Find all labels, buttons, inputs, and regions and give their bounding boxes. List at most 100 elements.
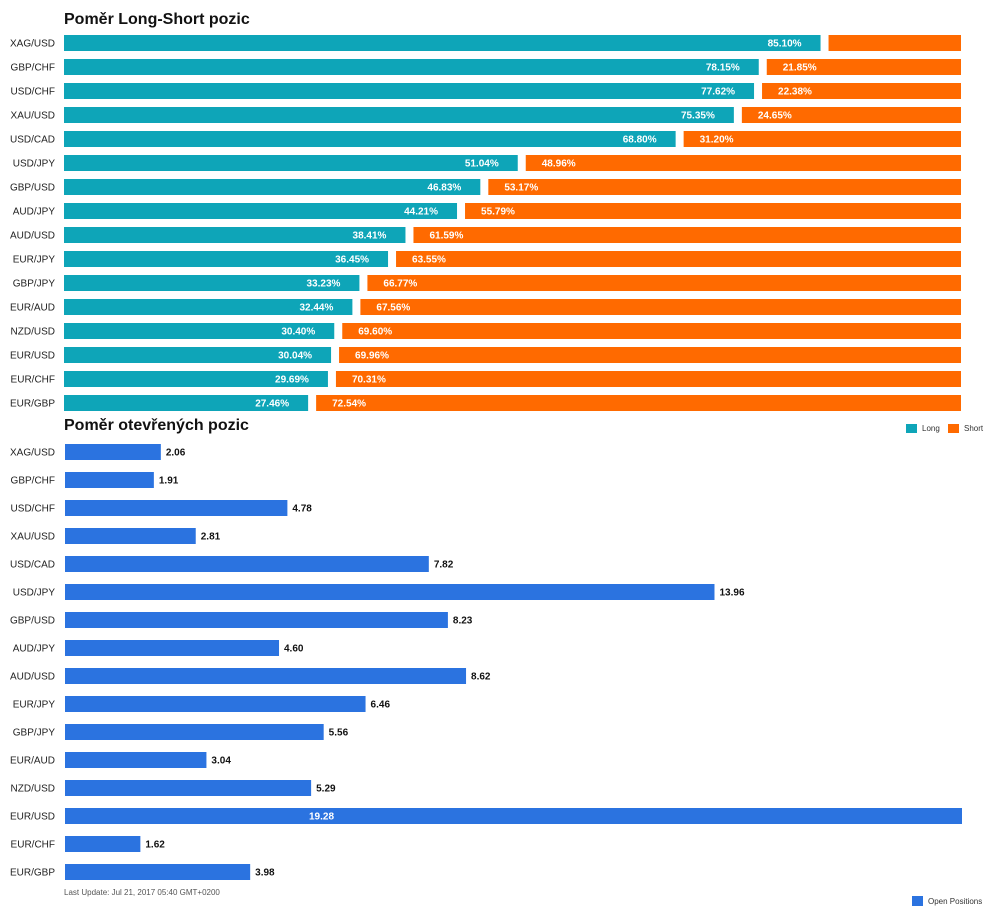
ls-bar-long-eur-jpy [64, 251, 389, 267]
ls-bar-long-eur-chf [64, 371, 328, 387]
ls-bar-short-eur-gbp [316, 395, 961, 411]
op-bar-xag-usd [65, 444, 161, 460]
ls-value-long-eur-jpy: 36.45% [335, 255, 369, 266]
op-value-usd-chf: 4.78 [292, 504, 312, 515]
ls-value-long-xag-usd: 85.10% [768, 39, 802, 50]
op-bar-eur-chf [65, 836, 141, 852]
ls-bar-long-usd-chf [64, 83, 755, 99]
ls-category-label-aud-usd: AUD/USD [10, 231, 55, 242]
op-value-nzd-usd: 5.29 [316, 784, 336, 795]
ls-bar-long-eur-usd [64, 347, 332, 363]
ls-value-short-eur-aud: 67.56% [376, 303, 410, 314]
ls-category-label-eur-jpy: EUR/JPY [13, 255, 56, 266]
ls-value-long-gbp-jpy: 33.23% [306, 279, 340, 290]
ls-category-label-nzd-usd: NZD/USD [11, 327, 55, 338]
ls-bar-short-gbp-usd [488, 179, 961, 195]
op-value-usd-jpy: 13.96 [719, 588, 744, 599]
ls-category-label-gbp-usd: GBP/USD [10, 183, 55, 194]
ls-bar-short-eur-chf [335, 371, 961, 387]
ls-bar-short-gbp-jpy [367, 275, 962, 291]
ls-category-label-gbp-chf: GBP/CHF [11, 63, 55, 74]
op-value-gbp-usd: 8.23 [453, 616, 473, 627]
op-value-eur-gbp: 3.98 [255, 868, 275, 879]
op-value-eur-usd: 19.28 [309, 812, 334, 823]
ls-bar-short-aud-usd [413, 227, 961, 243]
ls-bar-short-usd-chf [762, 83, 961, 99]
ls-value-long-eur-gbp: 27.46% [255, 399, 289, 410]
op-category-label-usd-jpy: USD/JPY [13, 588, 56, 599]
op-value-gbp-jpy: 5.56 [329, 728, 349, 739]
legend-label-short: Short [964, 424, 984, 433]
op-category-label-eur-gbp: EUR/GBP [10, 868, 55, 879]
op-bar-eur-jpy [65, 696, 366, 712]
ls-bar-short-xau-usd [741, 107, 961, 123]
ls-value-short-gbp-jpy: 66.77% [383, 279, 417, 290]
ls-bar-long-gbp-chf [64, 59, 759, 75]
ls-category-label-usd-cad: USD/CAD [10, 135, 55, 146]
legend-swatch-short [948, 424, 959, 433]
op-value-eur-jpy: 6.46 [371, 700, 391, 711]
op-bar-gbp-chf [65, 472, 154, 488]
ls-value-short-eur-gbp: 72.54% [332, 399, 366, 410]
op-bar-eur-gbp [65, 864, 251, 880]
ls-bar-long-gbp-jpy [64, 275, 360, 291]
op-bar-aud-usd [65, 668, 467, 684]
ls-value-short-usd-cad: 31.20% [700, 135, 734, 146]
legend-swatch-open-positions [912, 896, 923, 906]
ls-bar-long-eur-aud [64, 299, 353, 315]
op-category-label-aud-usd: AUD/USD [10, 672, 55, 683]
op-category-label-gbp-jpy: GBP/JPY [13, 728, 56, 739]
op-bar-aud-jpy [65, 640, 280, 656]
ls-category-label-eur-chf: EUR/CHF [11, 375, 55, 386]
op-category-label-xau-usd: XAU/USD [11, 532, 55, 543]
ls-value-short-gbp-chf: 21.85% [783, 63, 817, 74]
ls-value-long-eur-aud: 32.44% [299, 303, 333, 314]
op-category-label-eur-usd: EUR/USD [10, 812, 55, 823]
ls-bar-short-usd-jpy [525, 155, 961, 171]
ls-bar-long-nzd-usd [64, 323, 335, 339]
op-bar-usd-chf [65, 500, 288, 516]
ls-category-label-eur-aud: EUR/AUD [10, 303, 55, 314]
op-category-label-nzd-usd: NZD/USD [11, 784, 55, 795]
ls-bar-long-xag-usd [64, 35, 821, 51]
ls-value-long-gbp-usd: 46.83% [427, 183, 461, 194]
ls-bar-long-gbp-usd [64, 179, 481, 195]
ls-bar-short-nzd-usd [342, 323, 962, 339]
op-category-label-eur-jpy: EUR/JPY [13, 700, 56, 711]
op-bar-gbp-jpy [65, 724, 324, 740]
ls-value-long-aud-jpy: 44.21% [404, 207, 438, 218]
ls-bar-short-gbp-chf [766, 59, 961, 75]
op-bar-gbp-usd [65, 612, 448, 628]
ls-bar-short-usd-cad [683, 131, 961, 147]
ls-value-short-gbp-usd: 53.17% [504, 183, 538, 194]
ls-bar-long-eur-gbp [64, 395, 309, 411]
ls-value-short-eur-jpy: 63.55% [412, 255, 446, 266]
ls-category-label-usd-jpy: USD/JPY [13, 159, 56, 170]
ls-bar-short-xag-usd [828, 35, 961, 51]
ls-category-label-gbp-jpy: GBP/JPY [13, 279, 56, 290]
ls-category-label-xag-usd: XAG/USD [10, 39, 55, 50]
ls-value-long-eur-usd: 30.04% [278, 351, 312, 362]
ls-value-long-usd-chf: 77.62% [701, 87, 735, 98]
op-category-label-usd-cad: USD/CAD [10, 560, 55, 571]
op-bar-nzd-usd [65, 780, 312, 796]
long-short-bars: XAG/USD 85.10% GBP/CHF 78.15% 21.85% USD/CHF 7… [10, 35, 962, 411]
ls-value-short-usd-chf: 22.38% [778, 87, 812, 98]
ls-value-short-usd-jpy: 48.96% [542, 159, 576, 170]
ls-category-label-eur-usd: EUR/USD [10, 351, 55, 362]
op-value-xag-usd: 2.06 [166, 448, 186, 459]
op-category-label-aud-jpy: AUD/JPY [13, 644, 56, 655]
open-positions-bars: XAG/USD 2.06 GBP/CHF 1.91 USD/CHF 4.78 XAU/USD… [10, 444, 962, 880]
op-value-xau-usd: 2.81 [201, 532, 221, 543]
ls-value-long-usd-jpy: 51.04% [465, 159, 499, 170]
ls-bar-short-aud-jpy [465, 203, 961, 219]
chart-title-open-positions: Poměr otevřených pozic [64, 417, 249, 434]
ls-bar-short-eur-aud [360, 299, 961, 315]
ls-bar-long-aud-jpy [64, 203, 458, 219]
legend-label-open-positions: Open Positions [928, 897, 982, 906]
ls-category-label-aud-jpy: AUD/JPY [13, 207, 56, 218]
op-category-label-eur-aud: EUR/AUD [10, 756, 55, 767]
legend-open-positions: Open Positions [912, 896, 982, 906]
legend-swatch-long [906, 424, 917, 433]
